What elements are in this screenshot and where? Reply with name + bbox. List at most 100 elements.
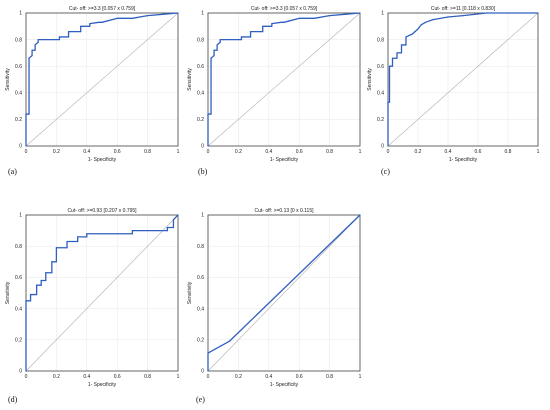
chart-title: Cut- off: >=0.13 [0 x 0.115]: [254, 208, 314, 214]
roc-point: [207, 352, 209, 354]
roc-point: [31, 49, 33, 51]
roc-point: [271, 23, 273, 25]
roc-point: [417, 28, 419, 30]
roc-point: [89, 23, 91, 25]
x-tick-label: 0.8: [144, 149, 151, 155]
roc-point: [207, 145, 209, 147]
y-tick-label: 0.6: [377, 64, 384, 70]
x-axis-title: 1- Specificity: [270, 382, 299, 388]
x-tick-label: 0.6: [475, 149, 482, 155]
roc-point: [101, 21, 103, 23]
roc-point: [172, 219, 175, 221]
x-tick-label: 1: [177, 374, 180, 380]
x-tick-label: 0.4: [83, 149, 90, 155]
y-axis-title: Sensitivity: [187, 281, 193, 304]
roc-point: [86, 233, 88, 235]
y-tick-label: 0.8: [15, 244, 22, 250]
roc-point: [162, 13, 164, 15]
roc-point: [387, 101, 389, 103]
roc-point: [396, 52, 398, 54]
chart-title: Cut- off: >=3.3 [0.057 x 0.759]: [251, 6, 318, 12]
roc-point: [396, 57, 398, 59]
roc-point: [40, 279, 42, 282]
roc-point: [77, 236, 79, 238]
y-axis-title: Sensitivity: [367, 68, 373, 91]
roc-point: [391, 57, 394, 59]
panel-label-b: (b): [198, 167, 208, 176]
roc-point: [424, 21, 427, 23]
roc-point: [213, 54, 215, 57]
y-tick-label: 0.8: [197, 37, 204, 43]
roc-point: [28, 113, 30, 115]
reference-diagonal: [207, 12, 361, 147]
panel-label-d: (d): [8, 395, 18, 404]
x-tick-label: 1: [537, 149, 540, 155]
x-tick-label: 0.2: [53, 149, 60, 155]
roc-point: [414, 31, 416, 33]
y-tick-label: 0: [201, 369, 204, 375]
x-tick-label: 0: [207, 149, 210, 155]
roc-point: [37, 39, 39, 41]
x-tick-label: 1: [359, 149, 362, 155]
roc-point: [51, 261, 53, 263]
x-tick-label: 0.8: [326, 374, 333, 380]
x-axis-title: 1- Specificity: [88, 382, 117, 388]
roc-point: [51, 272, 53, 274]
y-axis-title: Sensitivity: [5, 281, 11, 304]
x-tick-label: 0.2: [415, 149, 422, 155]
y-tick-label: 1: [381, 11, 384, 17]
roc-point: [207, 113, 209, 115]
roc-chart-e: 0 0.2 0.4 0.6 0.8 1 0 0.2 0.4 0.6 0.8 1 1- Specifici…: [187, 208, 362, 388]
chart-title: Cut- off: >=11 [0.118 x 0.830]: [431, 6, 496, 12]
panel-label-c: (c): [381, 167, 390, 176]
roc-point: [391, 65, 394, 67]
roc-chart-b: 0 0.2 0.4 0.6 0.8 1 0 0.2 0.4 0.6 0.8 1 1- Specifici…: [187, 6, 362, 163]
roc-point: [36, 284, 38, 286]
x-tick-label: 0.4: [83, 374, 90, 380]
x-tick-label: 0.2: [235, 149, 242, 155]
roc-point: [219, 39, 221, 41]
y-axis-title: Sensitivity: [5, 68, 11, 91]
roc-point: [432, 19, 434, 21]
roc-point: [344, 13, 346, 15]
roc-point: [213, 49, 215, 51]
roc-point: [207, 370, 209, 372]
x-tick-label: 0.2: [53, 374, 60, 380]
roc-point: [25, 145, 27, 147]
roc-point: [147, 15, 149, 17]
roc-point: [45, 279, 47, 282]
roc-point: [131, 17, 133, 19]
roc-point: [400, 44, 403, 46]
x-tick-label: 0.4: [265, 374, 272, 380]
x-tick-label: 0: [387, 149, 390, 155]
roc-point: [166, 226, 168, 229]
y-tick-label: 0: [381, 144, 384, 150]
y-tick-label: 0.6: [15, 64, 22, 70]
y-tick-label: 1: [19, 213, 22, 219]
x-axis-title: 1- Specificity: [88, 157, 117, 163]
roc-point: [405, 44, 407, 46]
roc-point: [249, 31, 252, 33]
roc-point: [177, 214, 179, 216]
roc-point: [36, 293, 38, 296]
x-tick-label: 0.6: [296, 149, 303, 155]
roc-point: [40, 284, 42, 286]
roc-point: [259, 31, 261, 33]
roc-point: [462, 15, 464, 17]
roc-point: [228, 340, 230, 342]
y-tick-label: 0.4: [197, 91, 204, 97]
roc-point: [271, 25, 273, 27]
roc-point: [29, 300, 32, 302]
roc-point: [313, 17, 315, 19]
x-tick-label: 0: [25, 149, 28, 155]
reference-diagonal: [387, 12, 539, 147]
plot-area-frame: [387, 12, 539, 147]
roc-panel-a: 0 0.2 0.4 0.6 0.8 1 0 0.2 0.4 0.6 0.8 1 1- Specifici…: [4, 3, 184, 166]
y-tick-label: 0: [201, 144, 204, 150]
x-tick-label: 0.6: [114, 374, 121, 380]
x-tick-label: 1: [177, 149, 180, 155]
roc-point: [131, 230, 133, 232]
y-tick-label: 0.4: [197, 306, 204, 312]
roc-point: [80, 25, 82, 27]
roc-point: [25, 113, 27, 115]
